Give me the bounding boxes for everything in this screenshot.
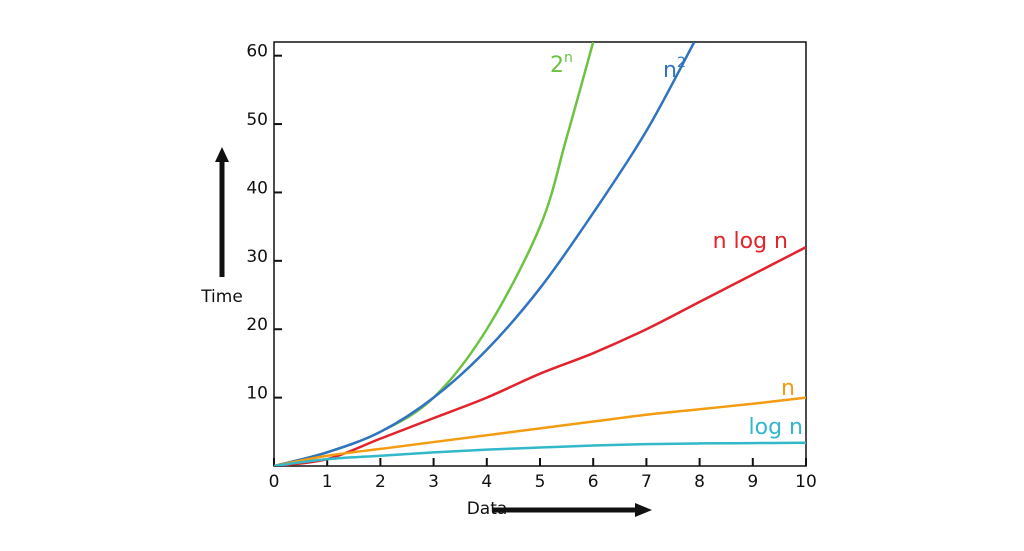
series-label-superscript: n xyxy=(564,50,573,66)
series-line-2n xyxy=(274,42,595,466)
x-axis-ticks: 0 1 2 3 4 5 6 7 8 9 10 xyxy=(269,458,817,492)
series-label-2n: 2n xyxy=(550,50,573,78)
x-axis-label: Data xyxy=(467,499,508,519)
plot-frame xyxy=(273,41,807,467)
series-line-log-n xyxy=(274,441,806,466)
x-tick-label: 3 xyxy=(428,472,439,492)
series-label-base: log n xyxy=(749,415,803,440)
series-label-superscript: 2 xyxy=(677,55,686,71)
y-tick-label: 50 xyxy=(246,110,268,130)
x-tick-label: 10 xyxy=(795,472,817,492)
y-axis-ticks: 10 20 30 40 50 60 xyxy=(246,42,282,404)
x-axis-arrow-head xyxy=(635,503,652,517)
x-tick-label: 9 xyxy=(747,472,758,492)
y-tick-label: 10 xyxy=(246,384,268,404)
series-label-base: n xyxy=(781,376,795,401)
series-label-n: n xyxy=(781,376,795,401)
y-axis-arrow-head xyxy=(215,147,229,162)
series-label-base: n log n xyxy=(713,229,788,254)
series-label-log-n: log n xyxy=(749,415,803,440)
y-tick-label: 30 xyxy=(246,247,268,267)
y-axis-label: Time xyxy=(200,287,243,307)
x-tick-label: 2 xyxy=(375,472,386,492)
x-tick-label: 5 xyxy=(535,472,546,492)
x-tick-label: 0 xyxy=(269,472,280,492)
series-line-n xyxy=(274,396,806,466)
y-tick-label: 60 xyxy=(246,42,268,62)
series-label-base: n xyxy=(663,58,677,83)
x-tick-label: 8 xyxy=(694,472,705,492)
x-tick-label: 6 xyxy=(588,472,599,492)
series-line-n2 xyxy=(274,42,696,466)
x-tick-label: 1 xyxy=(322,472,333,492)
x-tick-label: 7 xyxy=(641,472,652,492)
y-tick-label: 40 xyxy=(246,178,268,198)
x-tick-label: 4 xyxy=(481,472,492,492)
series-lines xyxy=(274,42,806,466)
y-tick-label: 20 xyxy=(246,315,268,335)
series-line-n-log-n xyxy=(274,246,806,466)
series-label-n2: n2 xyxy=(663,55,686,83)
series-label-base: 2 xyxy=(550,53,564,78)
series-label-n-log-n: n log n xyxy=(713,229,788,254)
